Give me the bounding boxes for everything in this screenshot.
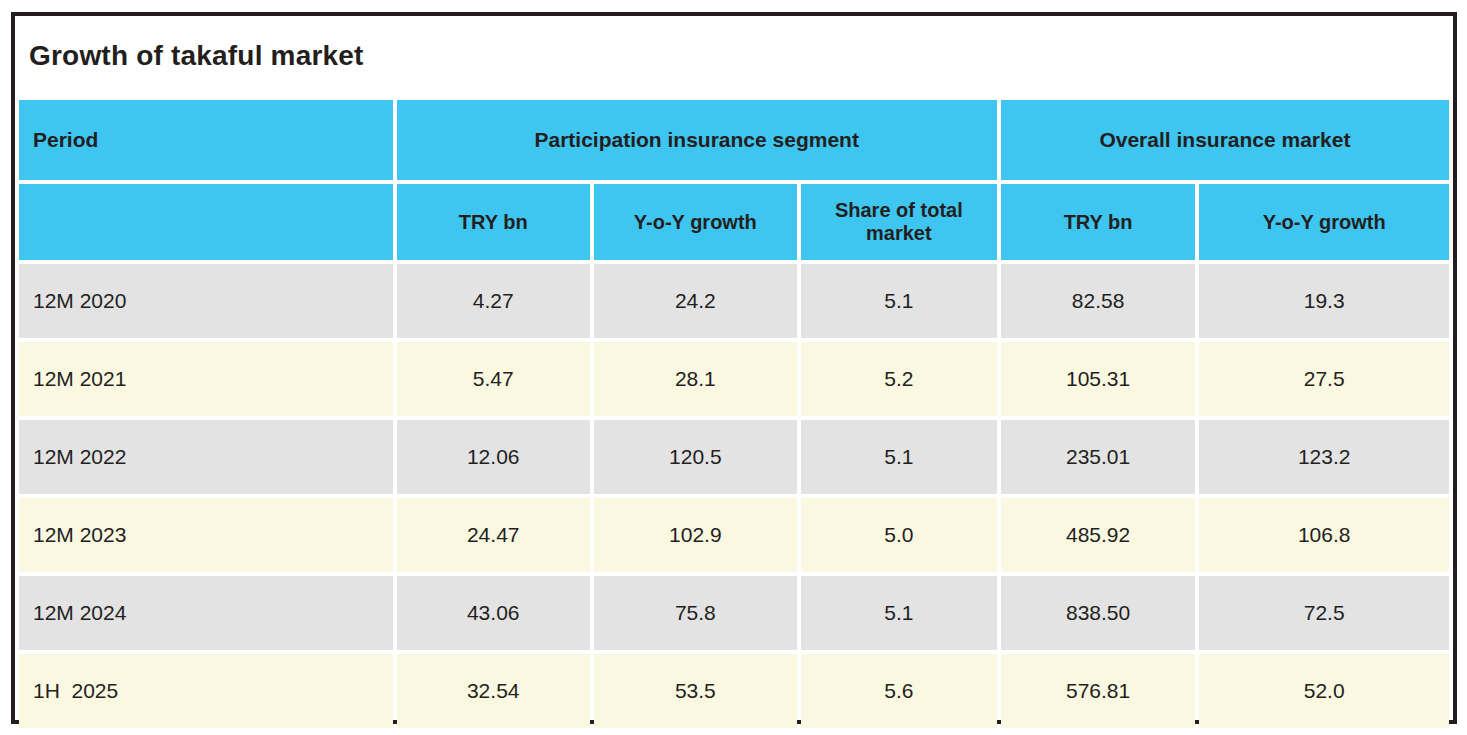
value-cell: 5.1 — [801, 264, 997, 338]
value-cell: 28.1 — [594, 342, 797, 416]
value-cell: 24.2 — [594, 264, 797, 338]
column-group-participation-segment: Participation insurance segment — [397, 100, 997, 180]
value-cell: 53.5 — [594, 654, 797, 728]
value-cell: 24.47 — [397, 498, 590, 572]
value-cell: 82.58 — [1001, 264, 1196, 338]
column-header-overall-yoy-growth: Y-o-Y growth — [1199, 184, 1449, 260]
value-cell: 4.27 — [397, 264, 590, 338]
value-cell: 5.47 — [397, 342, 590, 416]
table-row: 12M 2021 5.47 28.1 5.2 105.31 27.5 — [19, 342, 1449, 416]
value-cell: 72.5 — [1199, 576, 1449, 650]
table-row: 1H 2025 32.54 53.5 5.6 576.81 52.0 — [19, 654, 1449, 728]
column-header-blank — [19, 184, 393, 260]
value-cell: 5.1 — [801, 420, 997, 494]
table-row: 12M 2023 24.47 102.9 5.0 485.92 106.8 — [19, 498, 1449, 572]
value-cell: 32.54 — [397, 654, 590, 728]
table-frame: Growth of takaful market Period Particip… — [11, 12, 1457, 724]
value-cell: 43.06 — [397, 576, 590, 650]
period-cell: 12M 2021 — [19, 342, 393, 416]
value-cell: 27.5 — [1199, 342, 1449, 416]
table-row: 12M 2020 4.27 24.2 5.1 82.58 19.3 — [19, 264, 1449, 338]
value-cell: 105.31 — [1001, 342, 1196, 416]
value-cell: 12.06 — [397, 420, 590, 494]
value-cell: 19.3 — [1199, 264, 1449, 338]
column-header-period: Period — [19, 100, 393, 180]
table-row: 12M 2024 43.06 75.8 5.1 838.50 72.5 — [19, 576, 1449, 650]
period-cell: 12M 2020 — [19, 264, 393, 338]
value-cell: 485.92 — [1001, 498, 1196, 572]
value-cell: 123.2 — [1199, 420, 1449, 494]
column-header-participation-yoy-growth: Y-o-Y growth — [594, 184, 797, 260]
value-cell: 235.01 — [1001, 420, 1196, 494]
period-cell: 1H 2025 — [19, 654, 393, 728]
value-cell: 52.0 — [1199, 654, 1449, 728]
value-cell: 5.0 — [801, 498, 997, 572]
header-group-row: Period Participation insurance segment O… — [19, 100, 1449, 180]
value-cell: 838.50 — [1001, 576, 1196, 650]
value-cell: 102.9 — [594, 498, 797, 572]
value-cell: 106.8 — [1199, 498, 1449, 572]
column-header-overall-try-bn: TRY bn — [1001, 184, 1196, 260]
period-cell: 12M 2023 — [19, 498, 393, 572]
page-title: Growth of takaful market — [15, 16, 1453, 96]
value-cell: 576.81 — [1001, 654, 1196, 728]
column-header-share-of-total-market: Share of total market — [801, 184, 997, 260]
value-cell: 75.8 — [594, 576, 797, 650]
value-cell: 5.2 — [801, 342, 997, 416]
column-group-overall-market: Overall insurance market — [1001, 100, 1449, 180]
value-cell: 5.6 — [801, 654, 997, 728]
period-cell: 12M 2022 — [19, 420, 393, 494]
value-cell: 5.1 — [801, 576, 997, 650]
takaful-growth-table: Period Participation insurance segment O… — [15, 96, 1453, 732]
period-cell: 12M 2024 — [19, 576, 393, 650]
header-sub-row: TRY bn Y-o-Y growth Share of total marke… — [19, 184, 1449, 260]
table-row: 12M 2022 12.06 120.5 5.1 235.01 123.2 — [19, 420, 1449, 494]
page: Growth of takaful market Period Particip… — [0, 0, 1467, 735]
column-header-participation-try-bn: TRY bn — [397, 184, 590, 260]
value-cell: 120.5 — [594, 420, 797, 494]
